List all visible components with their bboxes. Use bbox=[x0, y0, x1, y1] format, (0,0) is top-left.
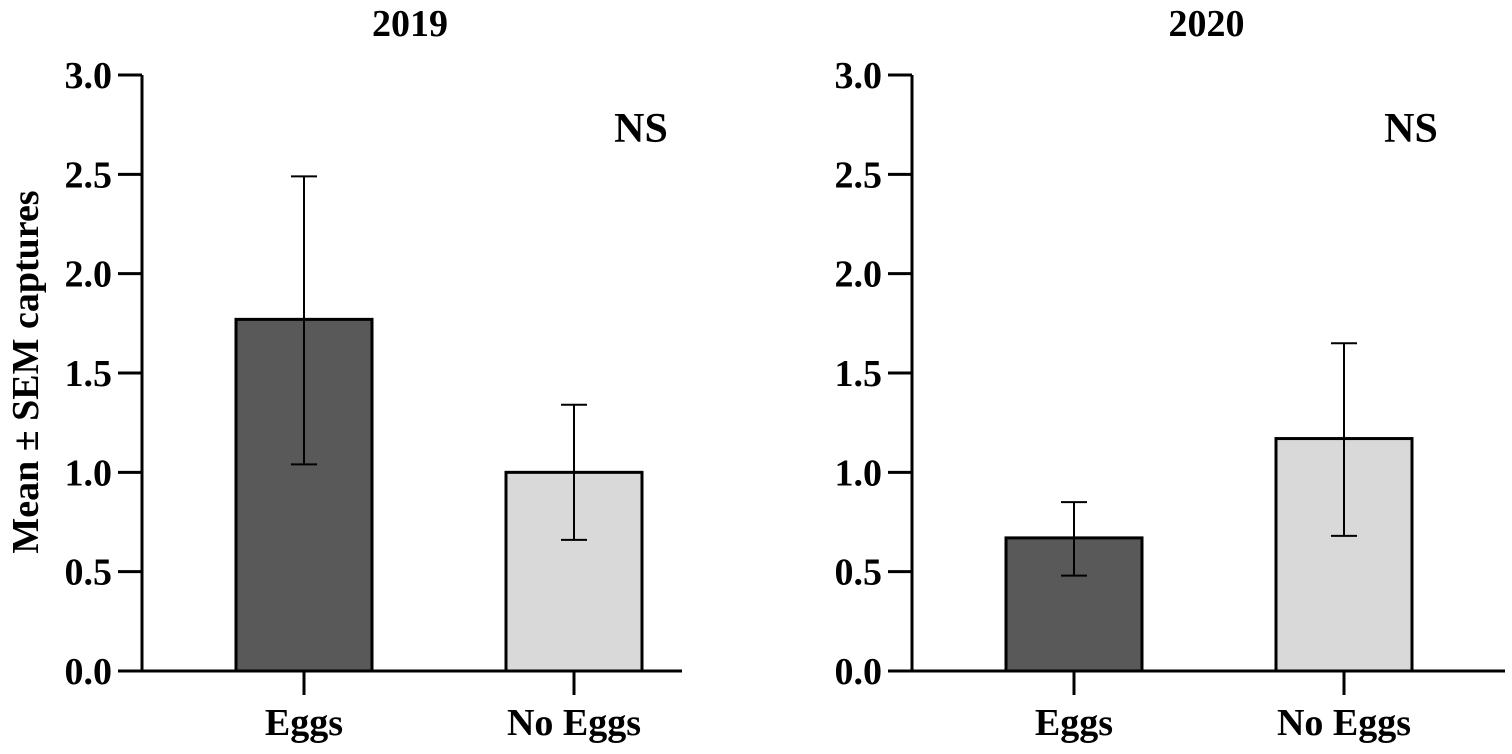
y-tick-label: 2.0 bbox=[835, 254, 883, 296]
y-tick-label: 1.0 bbox=[65, 452, 113, 494]
panel-2019: 2019 0.0 0.5 1.0 1.5 2.0 2.5 3.0 Eggs No Eggs NS bbox=[65, 3, 682, 744]
significance-annotation: NS bbox=[1384, 106, 1438, 152]
y-tick-label: 0.0 bbox=[65, 651, 113, 693]
y-tick-label: 2.5 bbox=[65, 154, 113, 196]
y-tick-label: 2.0 bbox=[65, 254, 113, 296]
y-tick-label: 3.0 bbox=[65, 55, 113, 97]
significance-annotation: NS bbox=[614, 106, 668, 152]
x-tick-label: No Eggs bbox=[1277, 702, 1411, 744]
y-tick-label: 1.5 bbox=[65, 353, 113, 395]
y-tick-label: 1.5 bbox=[835, 353, 883, 395]
x-tick-label: No Eggs bbox=[507, 702, 641, 744]
panel-2020: 2020 0.0 0.5 1.0 1.5 2.0 2.5 3.0 Eggs No Eggs NS bbox=[835, 3, 1505, 744]
x-tick-label: Eggs bbox=[1035, 702, 1113, 744]
y-tick-label: 0.0 bbox=[835, 651, 883, 693]
panel-title: 2019 bbox=[372, 3, 448, 45]
panel-title: 2020 bbox=[1169, 3, 1245, 45]
y-tick-label: 2.5 bbox=[835, 154, 883, 196]
x-tick-label: Eggs bbox=[265, 702, 343, 744]
y-tick-label: 0.5 bbox=[65, 552, 113, 594]
y-tick-label: 0.5 bbox=[835, 552, 883, 594]
y-tick-label: 1.0 bbox=[835, 452, 883, 494]
y-tick-label: 3.0 bbox=[835, 55, 883, 97]
y-axis-label: Mean ± SEM captures bbox=[5, 190, 47, 553]
